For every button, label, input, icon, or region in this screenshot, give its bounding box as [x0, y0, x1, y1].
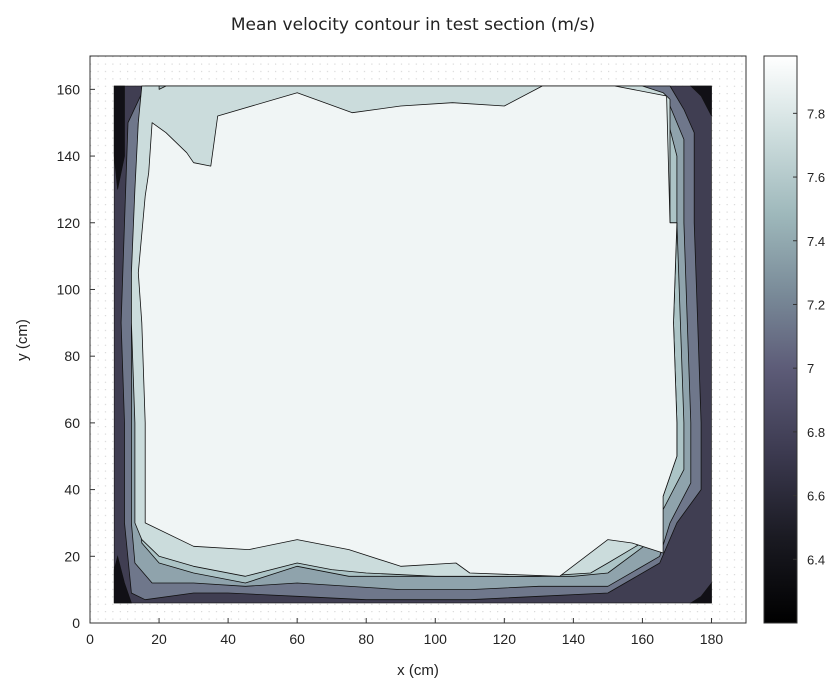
y-tick-label: 160 [57, 81, 81, 97]
x-tick-label: 60 [289, 631, 305, 647]
x-tick-label: 140 [562, 631, 586, 647]
contour-band-corner [689, 582, 712, 604]
contour-band-corner [113, 85, 125, 190]
x-tick-label: 180 [700, 631, 724, 647]
colorbar-tick-label: 6.6 [807, 489, 825, 504]
colorbar-tick-label: 6.8 [807, 425, 825, 440]
x-tick-label: 160 [631, 631, 655, 647]
colorbar-tick-label: 7 [807, 361, 814, 376]
y-tick-label: 0 [72, 615, 80, 631]
x-tick-label: 80 [358, 631, 374, 647]
x-axis: 0 20 40 60 80 100 120 140 160 180 [86, 618, 723, 647]
x-tick-label: 0 [86, 631, 94, 647]
y-axis-label: y (cm) [14, 319, 31, 361]
y-axis: 0 20 40 60 80 100 120 140 160 [57, 81, 95, 631]
colorbar: 6.4 6.6 6.8 7 7.2 7.4 7.6 7.8 [763, 55, 825, 624]
colorbar-tick-label: 7.4 [807, 234, 825, 249]
y-tick-label: 60 [64, 415, 80, 431]
x-tick-label: 100 [424, 631, 448, 647]
contour-fills [113, 85, 712, 604]
chart-title: Mean velocity contour in test section (m… [231, 15, 595, 35]
y-tick-label: 100 [57, 281, 81, 297]
colorbar-gradient [763, 55, 798, 624]
y-tick-label: 120 [57, 215, 81, 231]
colorbar-tick-label: 6.4 [807, 552, 825, 567]
plot-area [89, 55, 747, 624]
y-tick-label: 40 [64, 482, 80, 498]
x-tick-label: 20 [151, 631, 167, 647]
plot-frame [89, 55, 747, 624]
y-tick-label: 20 [64, 548, 80, 564]
contour-band-corner [690, 85, 712, 117]
y-tick-label: 80 [64, 348, 80, 364]
colorbar-tick-label: 7.8 [807, 106, 825, 121]
x-tick-label: 120 [493, 631, 517, 647]
x-axis-label: x (cm) [397, 662, 439, 679]
x-tick-label: 40 [220, 631, 236, 647]
colorbar-ticks: 6.4 6.6 6.8 7 7.2 7.4 7.6 7.8 [793, 106, 825, 567]
colorbar-tick-label: 7.2 [807, 297, 825, 312]
y-tick-label: 140 [57, 148, 81, 164]
contour-band-corner [113, 555, 132, 604]
colorbar-tick-label: 7.6 [807, 170, 825, 185]
contour-band-7-8 [137, 85, 678, 577]
